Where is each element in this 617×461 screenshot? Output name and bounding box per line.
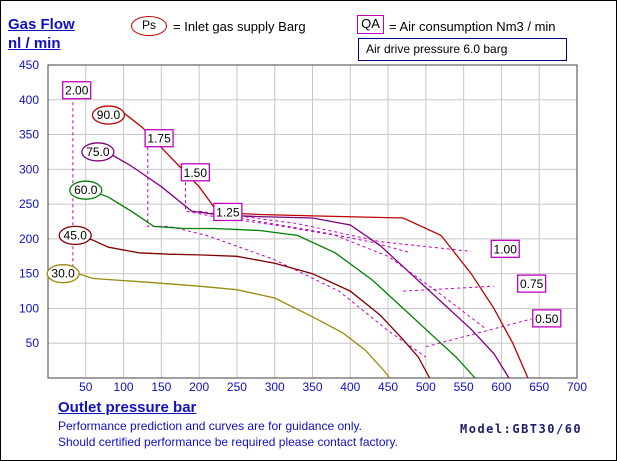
qa-label-box	[532, 309, 562, 328]
x-tick-label: 200	[189, 380, 209, 394]
x-axis-title: Outlet pressure bar	[58, 399, 197, 416]
ps-curve	[77, 234, 431, 379]
ps-label: 90.0	[97, 108, 121, 122]
qa-label-box	[490, 239, 520, 258]
y-tick-label: 100	[19, 301, 39, 315]
y-tick-label: 300	[19, 162, 39, 176]
ps-label-ellipse	[46, 264, 80, 284]
x-tick-label: 150	[151, 380, 171, 394]
x-tick-label: 600	[491, 380, 511, 394]
x-tick-label: 650	[529, 380, 549, 394]
y-title-line-2: nl / min	[8, 35, 61, 52]
qa-label: 0.75	[520, 277, 544, 291]
ps-label-ellipse	[69, 180, 103, 200]
qa-line	[199, 210, 411, 254]
y-tick-label: 250	[19, 197, 39, 211]
ps-legend-desc: = Inlet gas supply Barg	[173, 19, 306, 34]
qa-line	[425, 318, 532, 348]
ps-curve	[100, 147, 510, 379]
qa-label-box	[144, 129, 174, 148]
y-tick-label: 350	[19, 128, 39, 142]
qa-label-box	[517, 274, 547, 293]
x-tick-label: 500	[416, 380, 436, 394]
qa-label: 1.75	[147, 132, 171, 146]
ps-label-ellipse	[81, 142, 115, 162]
y-tick-label: 450	[19, 58, 39, 72]
x-tick-label: 450	[378, 380, 398, 394]
x-tick-label: 700	[567, 380, 587, 394]
qa-label-box	[180, 163, 211, 182]
ps-label: 45.0	[64, 228, 88, 242]
x-tick-label: 550	[454, 380, 474, 394]
qa-legend-desc: = Air consumption Nm3 / min	[389, 19, 556, 34]
x-tick-label: 400	[340, 380, 360, 394]
ps-label: 30.0	[51, 267, 75, 281]
model-number: Model:GBT30/60	[460, 422, 583, 436]
ps-label: 75.0	[86, 145, 110, 159]
qa-label: 1.25	[216, 205, 240, 219]
ps-label: 60.0	[74, 183, 98, 197]
qa-label: 0.50	[535, 312, 559, 326]
qa-label-box	[62, 81, 92, 100]
guidance-note-2: Should certified performance be required…	[58, 435, 398, 449]
y-tick-label: 400	[19, 93, 39, 107]
air-drive-box: Air drive pressure 6.0 barg	[358, 38, 567, 61]
ps-curve	[115, 106, 529, 379]
x-tick-label: 250	[227, 380, 247, 394]
y-tick-label: 200	[19, 232, 39, 246]
x-tick-label: 300	[265, 380, 285, 394]
qa-legend-key: QA	[357, 15, 384, 34]
x-tick-label: 50	[79, 380, 93, 394]
y-tick-label: 150	[19, 267, 39, 281]
ps-curve	[48, 269, 391, 379]
qa-label-box	[213, 202, 243, 222]
plot-border-top	[47, 64, 578, 379]
ps-curve	[89, 189, 476, 379]
qa-label: 2.00	[65, 84, 89, 98]
y-title-line-1: Gas Flow	[8, 16, 75, 33]
ps-legend-key: Ps	[131, 16, 167, 36]
ps-label-ellipse	[91, 105, 126, 125]
qa-line	[147, 147, 427, 358]
x-tick-label: 350	[302, 380, 322, 394]
qa-label: 1.00	[494, 242, 518, 256]
ps-label-ellipse	[58, 225, 92, 246]
qa-line	[221, 213, 472, 252]
guidance-note-1: Performance prediction and curves are fo…	[58, 419, 362, 433]
x-tick-label: 100	[114, 380, 134, 394]
y-tick-label: 50	[26, 336, 40, 350]
qa-label: 1.50	[184, 166, 208, 180]
